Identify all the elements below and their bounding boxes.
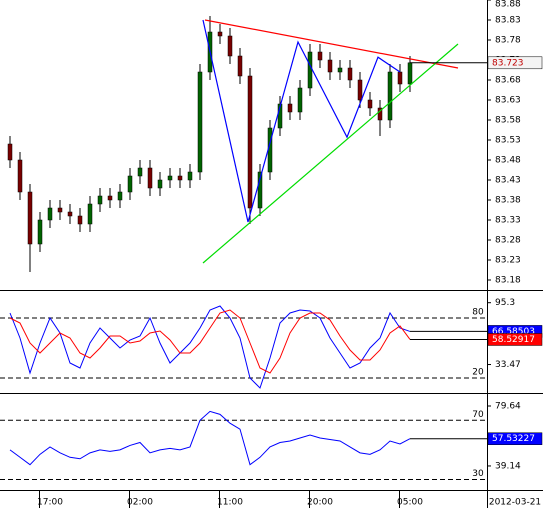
candle-body [107,195,113,201]
y-tick-label: 83.78 [495,36,521,46]
y-tick-label: 79.64 [495,402,521,412]
last-price-label-box [487,56,543,70]
x-tick-label: 05:00 [397,498,423,508]
y-tick-label: 83.33 [495,216,521,226]
candle-body [337,67,343,73]
trend-line [202,19,401,223]
y-tick-label: 83.68 [495,76,521,86]
x-tick-label: 11:00 [217,498,243,508]
candle-body [237,55,243,77]
y-tick-label: 83.63 [495,96,521,106]
candle-body [77,215,83,225]
candle-body [177,175,183,181]
y-tick-label: 83.43 [495,176,521,186]
candle-body [367,99,373,109]
y-tick-label: 83.18 [495,276,521,286]
candle-body [157,179,163,189]
candle-body [257,171,263,209]
candle-body [87,203,93,225]
candle-body [397,71,403,85]
y-tick-label: 83.48 [495,156,521,166]
candle-body [317,51,323,61]
candle-body [197,71,203,173]
candle-body [147,167,153,189]
level-label: 20 [472,368,484,378]
date-label: 2012-03-21 [489,498,541,508]
candle-body [7,143,13,161]
candle-body [117,191,123,201]
indicator-line [9,410,411,466]
candle-body [297,87,303,113]
last-value-label: 66.58503 [492,327,535,337]
candle-body [97,195,103,205]
y-tick-label: 95.3 [495,298,515,308]
x-tick-label: 02:00 [127,498,153,508]
last-value-label-box [487,333,543,346]
y-tick-label: 83.88 [495,0,521,10]
y-tick-label: 83.38 [495,196,521,206]
y-tick-label: 83.53 [495,136,521,146]
candle-body [167,175,173,181]
last-price-label: 83.723 [492,58,524,68]
candle-body [347,67,353,81]
y-tick-label: 83.58 [495,116,521,126]
last-value-label: 57.53227 [492,434,535,444]
indicator-line [9,305,411,389]
candle-body [127,175,133,193]
candle-body [227,35,233,57]
candle-body [357,79,363,101]
candle-body [387,71,393,121]
candle-body [67,211,73,217]
last-value-label-box [487,432,543,445]
level-label: 70 [472,410,484,420]
candle-body [137,167,143,177]
y-tick-label: 39.14 [495,461,521,471]
candle-body [377,107,383,121]
candle-body [407,62,413,85]
y-tick-label: 83.83 [495,16,521,26]
candle-body [287,103,293,113]
candle-body [17,159,23,193]
x-tick-label: 20:00 [307,498,333,508]
level-label: 30 [472,469,484,479]
y-tick-label: 83.28 [495,236,521,246]
candle-body [247,75,253,209]
x-tick-label: 17:00 [37,498,63,508]
candle-body [37,219,43,245]
trend-line [204,19,459,69]
candle-body [187,171,193,181]
y-tick-label: 83.23 [495,256,521,266]
candle-body [217,31,223,37]
candle-body [57,207,63,213]
y-tick-label: 33.47 [495,360,521,370]
candle-body [307,51,313,89]
candle-body [47,207,53,221]
candle-body [327,59,333,73]
trend-line [202,43,459,264]
level-label: 80 [472,308,484,318]
candle-body [27,191,33,245]
last-value-label: 58.52917 [492,335,535,345]
indicator-line [9,309,411,374]
